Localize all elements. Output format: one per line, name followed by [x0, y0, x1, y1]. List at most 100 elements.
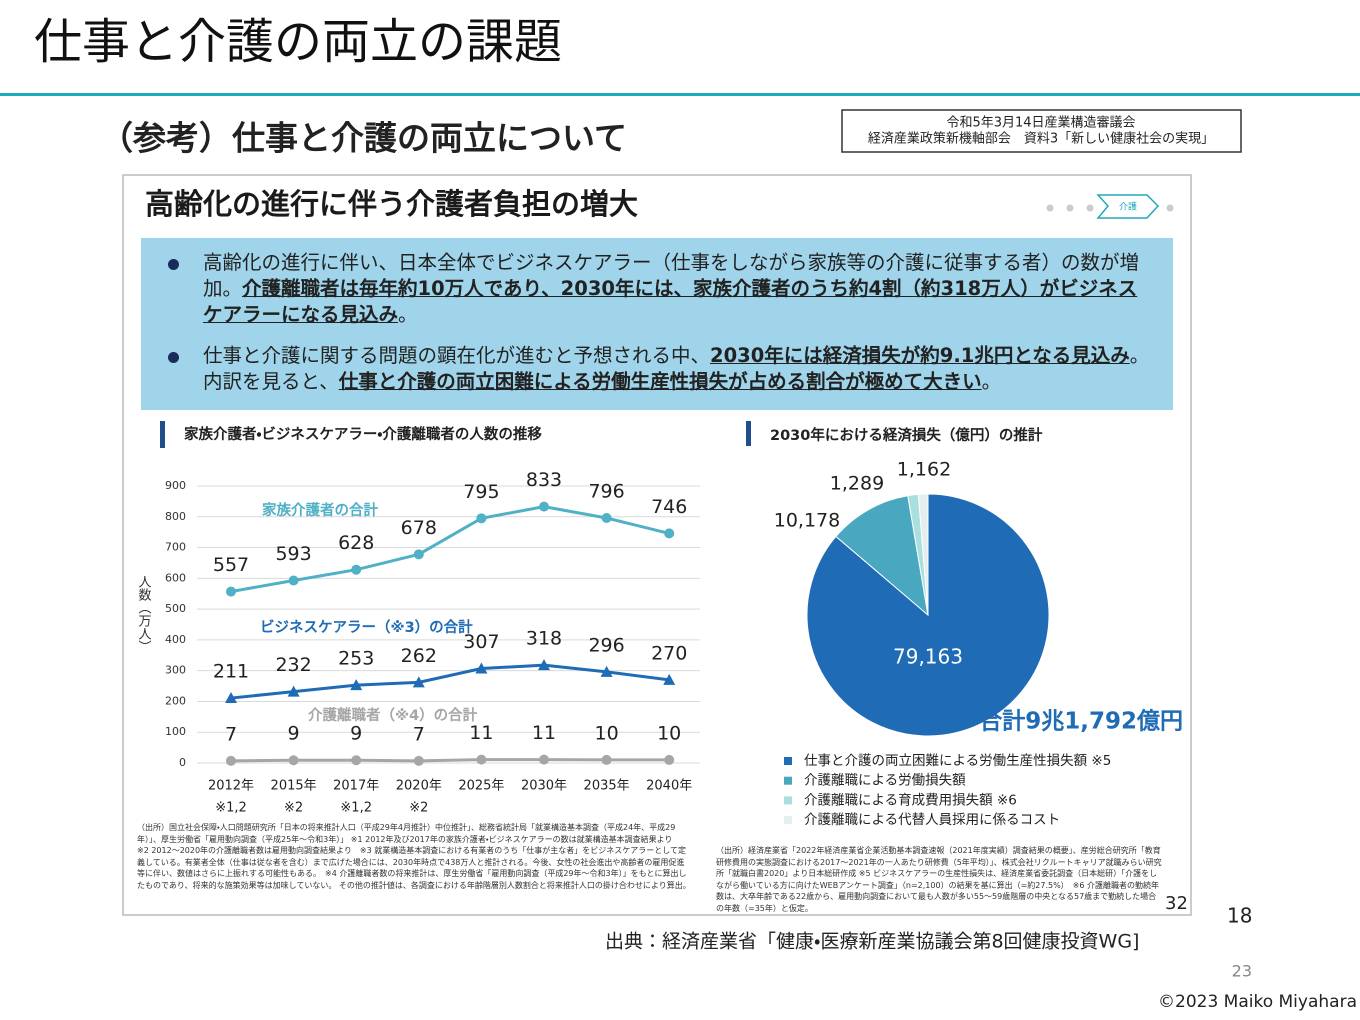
data-label: 7	[225, 723, 237, 745]
data-label: 253	[338, 648, 374, 670]
x-tick-label: 2020年	[396, 779, 442, 794]
data-point	[601, 513, 612, 524]
data-point	[351, 564, 362, 575]
y-tick-label: 300	[165, 664, 186, 677]
data-point	[350, 679, 363, 691]
slide-heading: 高齢化の進行に伴う介護者負担の増大	[145, 187, 638, 221]
title-rule	[0, 93, 1360, 96]
series-name: 家族介護者の合計	[262, 501, 378, 519]
x-tick-label: 2015年	[271, 779, 317, 794]
y-tick-label: 800	[165, 510, 186, 523]
bullet: 高齢化の進行に伴い、日本全体でビジネスケアラー（仕事をしながら家族等の介護に従事…	[165, 250, 1155, 328]
data-label: 1,289	[830, 473, 884, 495]
source-line: 経済産業政策新機軸部会 資料3「新しい健康社会の実現」	[868, 131, 1214, 147]
text: 仕事と介護に関する問題の顕在化が進むと予想される中、	[203, 344, 711, 367]
legend-swatch	[784, 816, 792, 825]
data-label: 10	[595, 722, 619, 744]
bullet: 仕事と介護に関する問題の顕在化が進むと予想される中、2030年には経済損失が約9…	[165, 343, 1155, 395]
chart-title-bar	[746, 421, 751, 446]
data-label: 262	[401, 645, 437, 667]
data-point	[226, 755, 236, 766]
slide-page-number: 32	[1165, 893, 1188, 914]
y-tick-label: 500	[165, 602, 186, 615]
y-tick-label: 600	[165, 571, 186, 584]
data-point	[601, 754, 612, 765]
chart-title-bar	[160, 421, 165, 448]
bullet-dot	[168, 259, 179, 270]
data-label: 11	[532, 722, 556, 744]
series-name: 介護離職者（※4）の合計	[308, 706, 478, 724]
emphasis: 仕事と介護の両立困難による労働生産性損失が占める割合が極めて大きい	[338, 370, 982, 393]
data-label: 79,163	[893, 645, 963, 669]
page-number: 18	[1227, 904, 1252, 928]
data-label: 678	[401, 517, 437, 539]
bullet-dot	[168, 352, 179, 363]
series-name: ビジネスケアラー（※3）の合計	[260, 618, 473, 636]
y-tick-label: 700	[165, 541, 186, 554]
y-tick-label: 200	[165, 694, 186, 707]
data-point	[413, 755, 424, 766]
data-label: 9	[350, 723, 362, 745]
summary-box	[141, 238, 1173, 410]
x-tick-note: ※2	[284, 801, 303, 816]
data-label: 307	[463, 631, 499, 653]
bullet-list: 高齢化の進行に伴い、日本全体でビジネスケアラー（仕事をしながら家族等の介護に従事…	[165, 250, 1155, 410]
page-number: 23	[1232, 962, 1252, 981]
source-box	[841, 109, 1242, 153]
source-line: 令和5年3月14日産業構造審議会	[946, 115, 1135, 131]
source-citation: 出典：経済産業省「健康・医療新産業協議会第8回健康投資WG]	[605, 931, 1139, 953]
data-label: 10	[657, 722, 681, 744]
emphasis: 2030年には経済損失が約9.1兆円となる見込み	[710, 344, 1130, 367]
data-point	[475, 662, 488, 674]
data-label: 7	[413, 723, 425, 745]
data-label: 11	[469, 722, 493, 744]
pie-slice	[917, 493, 929, 616]
data-label: 270	[651, 642, 687, 664]
legend-label: 仕事と介護の両立困難による労働生産性損失額 ※5	[804, 753, 1111, 769]
series-line	[230, 758, 670, 763]
data-point	[413, 549, 424, 560]
data-point	[287, 685, 300, 697]
nav-decoration	[1046, 194, 1174, 219]
pie-slice	[835, 495, 929, 617]
data-label: 628	[338, 532, 374, 554]
data-point	[539, 501, 549, 512]
x-tick-label: 2035年	[584, 779, 630, 794]
data-point	[539, 754, 549, 765]
data-point	[226, 586, 236, 597]
nav-label: 介護	[1119, 201, 1137, 213]
legend-label: 介護離職による育成費用損失額 ※6	[804, 792, 1017, 808]
legend-swatch	[784, 776, 792, 785]
data-point	[288, 755, 299, 766]
series-line	[230, 663, 670, 700]
data-point	[600, 665, 613, 677]
data-point	[412, 676, 425, 688]
x-tick-label: 2040年	[646, 779, 692, 794]
y-tick-label: 400	[165, 633, 186, 646]
data-label: 557	[213, 554, 249, 576]
data-label: 796	[588, 481, 624, 503]
x-tick-note: ※1,2	[215, 801, 247, 816]
legend-swatch	[784, 796, 792, 805]
y-axis-label: 人数（万人）	[136, 575, 152, 653]
data-label: 232	[275, 654, 311, 676]
emphasis: 介護離職者は毎年約10万人であり、2030年には、家族介護者のうち約4割（約31…	[203, 277, 1138, 326]
legend-label: 介護離職による代替人員採用に係るコスト	[804, 812, 1060, 828]
footnote: （出所）国立社会保障・人口問題研究所「日本の将来推計人口（平成29年4月推計）中…	[137, 823, 691, 890]
data-label: 211	[213, 661, 249, 683]
data-point	[664, 754, 675, 765]
data-point	[664, 528, 675, 539]
copyright: ©2023 Maiko Miyahara	[1158, 992, 1357, 1012]
text: 高齢化の進行に伴い、日本全体でビジネスケアラー（仕事をしながら家族等の介護に従事…	[203, 251, 1140, 300]
data-point	[288, 575, 299, 586]
data-label: 795	[463, 481, 499, 503]
text: 。内訳を見ると、	[203, 344, 1150, 393]
x-tick-note: ※2	[409, 801, 428, 816]
subtitle: （参考）仕事と介護の両立について	[100, 119, 627, 158]
data-point	[663, 673, 676, 685]
data-label: 833	[526, 469, 562, 491]
x-tick-label: 2017年	[333, 779, 379, 794]
data-label: 10,178	[774, 510, 840, 532]
data-point	[538, 659, 550, 671]
